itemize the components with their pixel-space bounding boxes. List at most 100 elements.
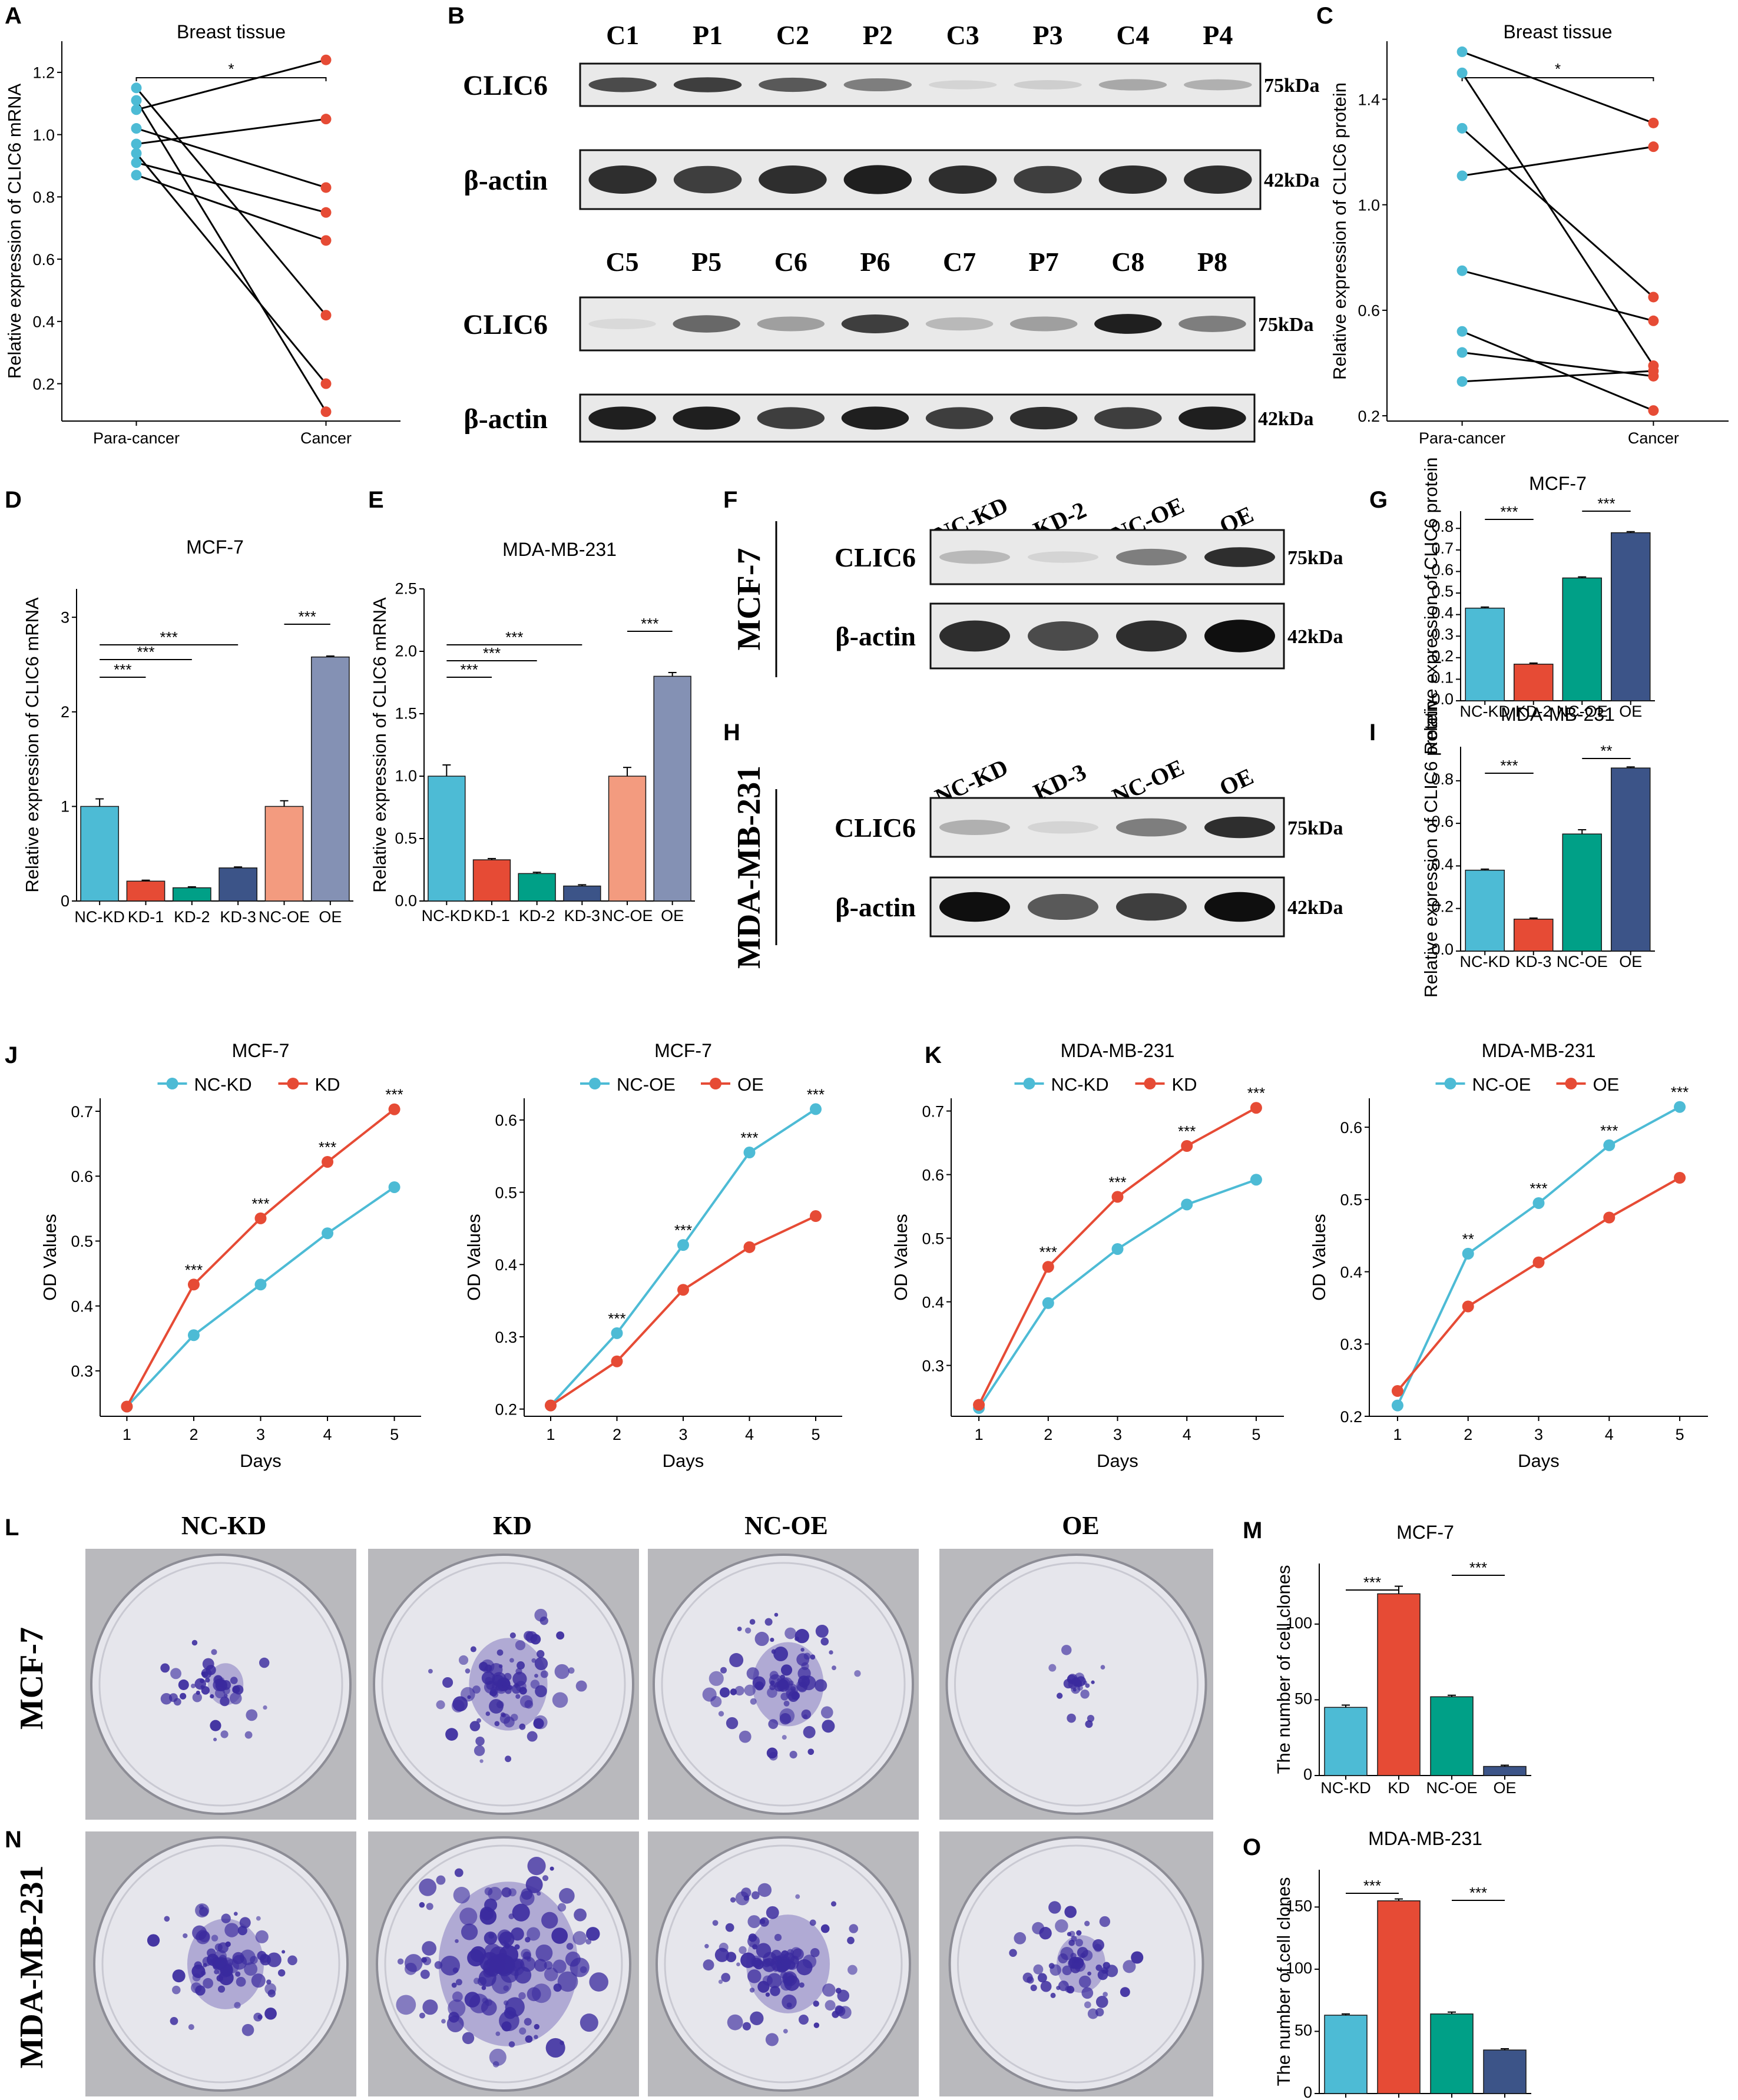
blot-band — [939, 620, 1010, 652]
colony-dot — [830, 1901, 837, 1907]
colony-dot — [774, 1612, 779, 1617]
y-tick-label: 0 — [1303, 1766, 1312, 1783]
colony-dot — [508, 1685, 513, 1690]
x-tick-label: Cancer — [1628, 429, 1679, 447]
significance-label: *** — [1500, 757, 1518, 774]
colony-dot — [195, 1903, 210, 1918]
x-tick-label: KD-3 — [564, 907, 601, 925]
colony-dot — [495, 2031, 501, 2036]
lane-label: C8 — [1111, 247, 1144, 277]
colony-dot — [765, 2033, 779, 2046]
legend-marker — [1023, 1078, 1035, 1089]
x-tick-label: 3 — [256, 1426, 265, 1443]
colony-dot — [494, 1721, 500, 1727]
colony-dot — [766, 1906, 779, 1919]
colony-dot — [213, 1675, 223, 1685]
colony-dot — [422, 1941, 437, 1956]
y-tick-label: 0.1 — [1431, 668, 1454, 686]
colony-row-label: MDA-MB-231 — [14, 1865, 50, 2068]
row-label: CLIC6 — [463, 70, 548, 101]
chart-title: MCF-7 — [232, 1040, 290, 1061]
colony-dot — [774, 1933, 782, 1942]
colony-dot — [822, 1720, 835, 1733]
colony-dot — [277, 1969, 286, 1977]
point-NC-OE — [1391, 1399, 1403, 1412]
chart-E: 0.0 0.5 1.0 1.5 2.0 2.5 Relative expression of… — [369, 539, 695, 925]
blot-band — [1178, 316, 1246, 332]
colony-dot — [519, 1695, 533, 1708]
colony-dot — [849, 1924, 859, 1933]
blot-B_bottom: C5 P5 C6 P6 C7 P7 C8 P8 CLIC6 75kDa β-actin 42kDa — [463, 247, 1313, 443]
colony-dot — [521, 1949, 531, 1959]
significance-label: *** — [1469, 1884, 1487, 1902]
panel-label-B: B — [448, 3, 465, 29]
y-tick-label: 0.2 — [32, 375, 55, 393]
point-NC-KD — [254, 1278, 267, 1291]
colony-dot — [798, 2015, 809, 2025]
bar-KD-2 — [1514, 664, 1554, 701]
colony-dot — [512, 1671, 527, 1687]
point-NC-KD — [1111, 1243, 1124, 1255]
x-tick-label: NC-OE — [1426, 1779, 1478, 1797]
colony-dot — [426, 1903, 433, 1910]
x-tick-label: KD-1 — [474, 907, 510, 925]
colony-dot — [164, 1916, 170, 1922]
blot-band — [1204, 547, 1275, 567]
colony-dot — [820, 1924, 830, 1933]
colony-dot — [810, 1654, 816, 1660]
point-para-cancer — [131, 82, 142, 94]
colony-dot — [741, 1887, 752, 1898]
colony-dot — [1131, 1951, 1144, 1964]
y-tick-label: 0.5 — [1340, 1191, 1362, 1209]
x-tick-label: NC-OE — [1557, 703, 1608, 720]
point-NC-KD — [1250, 1174, 1262, 1186]
colony-dot — [454, 1868, 464, 1877]
y-tick-label: 0.2 — [1358, 408, 1380, 425]
x-tick-label: 5 — [390, 1426, 399, 1443]
colony-dot — [436, 1700, 445, 1710]
colony-dot — [1077, 1685, 1083, 1691]
colony-dot — [213, 1737, 217, 1741]
pair-line — [1462, 51, 1654, 124]
point-NC-OE — [677, 1239, 689, 1251]
row-label: β-actin — [835, 621, 916, 651]
y-tick-label: 3 — [61, 608, 69, 626]
colony-dot — [539, 1616, 548, 1625]
point-cancer — [320, 114, 332, 125]
y-tick-label: 0.6 — [922, 1166, 944, 1184]
x-tick-label: 1 — [975, 1426, 984, 1443]
colony-dot — [266, 1952, 282, 1967]
colony-dot — [1050, 1992, 1056, 1998]
pair-line — [1462, 370, 1654, 383]
colony-dot — [714, 1947, 729, 1962]
point-cancer — [1648, 405, 1659, 416]
colony-dot — [765, 1992, 770, 1997]
colony-dot — [776, 1962, 782, 1966]
colony-dot — [789, 1680, 794, 1686]
colony-dot — [726, 1717, 739, 1730]
colony-dot — [459, 1907, 478, 1926]
colony-dot — [566, 1943, 574, 1950]
chart-title: MDA-MB-231 — [1482, 1040, 1596, 1061]
legend-marker — [1144, 1078, 1156, 1089]
significance-label: *** — [1247, 1084, 1265, 1102]
colony-dot — [779, 1708, 795, 1724]
colony-dot — [813, 2022, 820, 2028]
colony-dot — [786, 1688, 798, 1700]
y-tick-label: 0.5 — [395, 829, 417, 847]
colony-dot — [458, 1655, 469, 1665]
x-tick-label: 2 — [1044, 1426, 1052, 1443]
bar-NC-OE — [264, 806, 304, 902]
panel-label-M: M — [1243, 1518, 1262, 1543]
significance-label: *** — [114, 661, 131, 678]
blot-band — [1116, 818, 1187, 837]
colony-dot — [496, 1649, 504, 1656]
colony-dot — [469, 1993, 489, 2013]
colony-dot — [451, 1982, 457, 1988]
cell-line-label: MCF-7 — [731, 548, 767, 650]
blot-band — [757, 316, 825, 332]
colony-dot — [419, 1902, 425, 1908]
colony-dot — [422, 1956, 432, 1966]
colony-dot — [780, 1979, 792, 1991]
